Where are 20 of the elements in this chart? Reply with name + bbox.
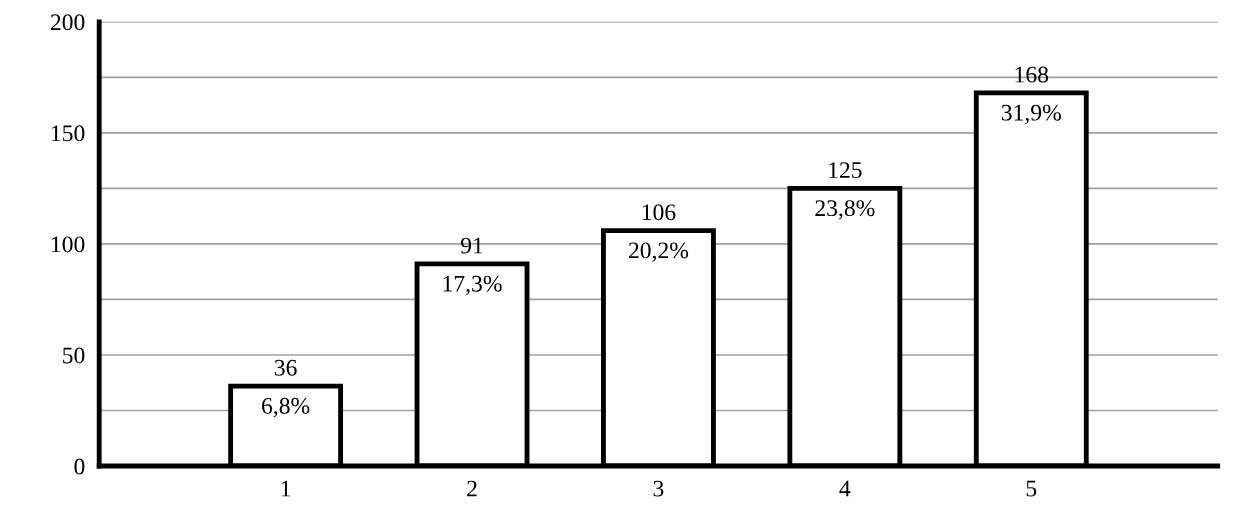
y-tick-label: 100	[51, 236, 85, 253]
y-tick-label: 200	[50, 14, 85, 31]
data-label: 36	[274, 359, 297, 376]
annotation: 31,9%	[1001, 104, 1061, 125]
y-tick-label: 50	[63, 347, 85, 364]
annotation: 23,8%	[815, 200, 875, 220]
x-tick-label: 3	[653, 480, 664, 497]
y-tick-label: 0	[74, 458, 85, 475]
annotation: 6,8%	[262, 397, 310, 418]
annotation: 17,3%	[443, 275, 502, 296]
data-label: 168	[1015, 66, 1049, 83]
annotation: 20,2%	[628, 242, 689, 262]
x-tick-label: 5	[1026, 480, 1037, 497]
x-tick-label: 4	[839, 480, 851, 497]
data-label: 106	[642, 204, 676, 221]
data-label: 125	[829, 162, 862, 179]
x-tick-label: 1	[281, 480, 291, 497]
x-tick-label: 2	[467, 480, 477, 497]
data-label: 91	[460, 237, 483, 254]
y-tick-label: 150	[51, 125, 85, 142]
